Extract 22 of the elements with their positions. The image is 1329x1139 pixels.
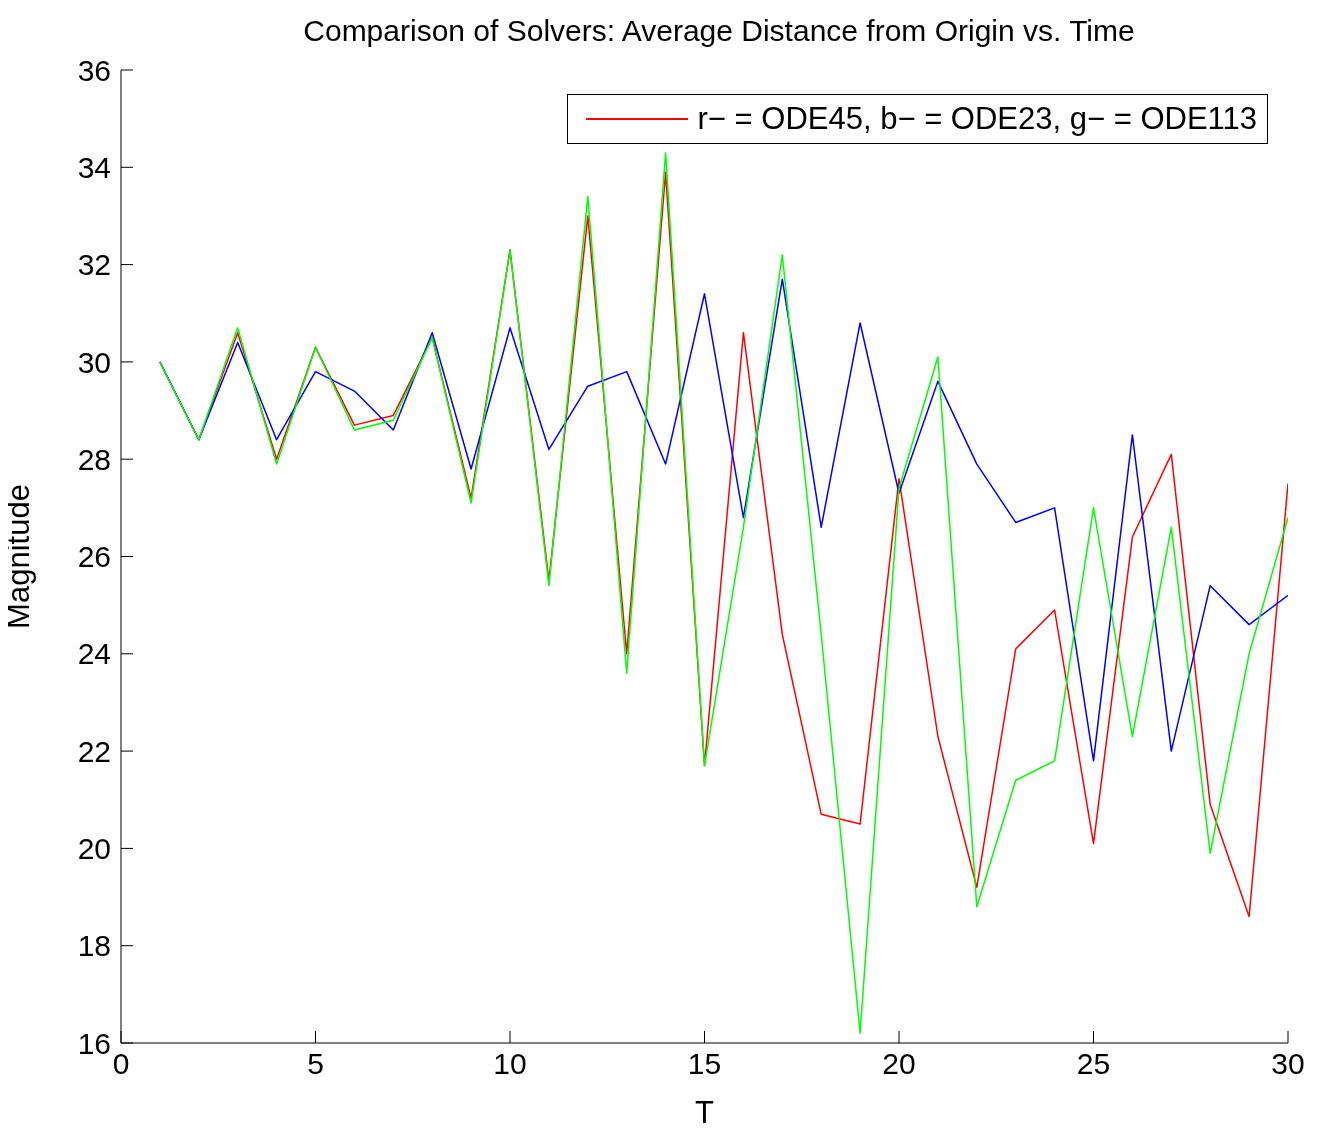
x-tick-label: 15 bbox=[687, 1047, 722, 1081]
x-tick-label: 5 bbox=[307, 1047, 324, 1081]
y-tick-label: 34 bbox=[77, 150, 111, 184]
x-tick-label: 10 bbox=[493, 1047, 527, 1081]
y-tick-label: 36 bbox=[77, 53, 111, 87]
x-tick-label: 20 bbox=[882, 1047, 916, 1081]
y-tick-label: 22 bbox=[77, 734, 111, 768]
line-series bbox=[159, 151, 1288, 1035]
chart-title: Comparison of Solvers: Average Distance from Origin vs. Time bbox=[302, 14, 1136, 48]
y-tick-label: 18 bbox=[77, 929, 111, 963]
y-tick-label: 16 bbox=[77, 1026, 111, 1060]
y-tick-label: 26 bbox=[77, 540, 111, 574]
x-tick-label: 0 bbox=[112, 1047, 130, 1081]
x-axis-title: T bbox=[695, 1095, 715, 1130]
y-tick-label: 24 bbox=[77, 637, 111, 671]
legend-label: r− = ODE45, b− = ODE23, g− = ODE113 bbox=[697, 101, 1257, 137]
y-tick-label: 20 bbox=[77, 832, 111, 866]
x-tick-label: 30 bbox=[1271, 1047, 1305, 1081]
x-tick-label: 25 bbox=[1076, 1047, 1111, 1081]
y-tick-label: 32 bbox=[77, 248, 111, 282]
y-tick-label: 30 bbox=[77, 345, 111, 379]
y-tick-label: 28 bbox=[77, 442, 111, 476]
